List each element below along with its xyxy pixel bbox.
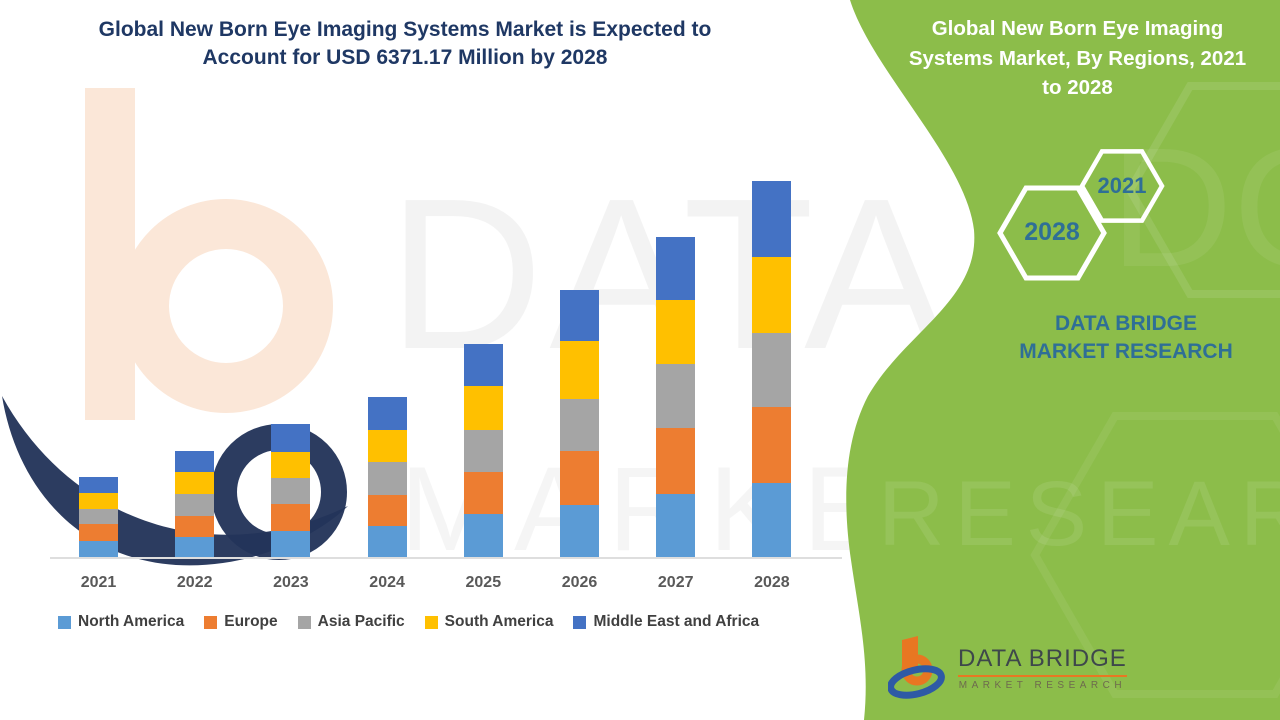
bar-segment-north-america-2024 [367,525,407,558]
bar-segment-south-america-2021 [79,492,118,509]
bar-segment-south-america-2024 [367,429,407,463]
bar-segment-middle-east-and-africa-2028 [752,181,792,257]
x-axis-label-2023: 2023 [273,574,309,591]
side-panel-title: Global New Born Eye Imaging Systems Mark… [908,17,1247,100]
legend-swatch-middle-east-and-africa-icon [573,615,587,629]
bar-segment-asia-pacific-2028 [752,332,792,408]
bar-segment-asia-pacific-2027 [656,363,696,428]
bar-segment-north-america-2023 [271,530,311,558]
bar-segment-middle-east-and-africa-2027 [656,236,696,300]
bar-segment-europe-2021 [79,524,118,542]
legend-swatch-north-america-icon [58,615,71,629]
footer-logo-subtitle: MARKET RESEARCH [958,680,1127,691]
bar-segment-south-america-2027 [656,299,696,364]
legend-item-europe: Europe [204,613,278,631]
bar-segment-north-america-2027 [656,493,696,558]
bar-segment-north-america-2028 [752,482,792,558]
bar-segment-europe-2027 [656,427,696,494]
watermark-text-green-top: DGE [1110,113,1280,303]
bar-segment-north-america-2022 [175,537,215,558]
bar-segment-south-america-2028 [752,256,792,333]
x-axis-label-2026: 2026 [561,574,598,591]
bar-segment-europe-2022 [175,515,215,538]
bar-segment-asia-pacific-2024 [367,462,407,495]
hexagon-2028-label: 2028 [1024,218,1080,246]
x-axis-line [50,557,842,559]
chart-headline: Global New Born Eye Imaging Systems Mark… [98,18,712,69]
legend-label: Middle East and Africa [593,613,760,630]
brand-wordmark: DATA BRIDGE MARKET RESEARCH [1019,312,1233,364]
bar-segment-south-america-2022 [175,471,215,494]
hexagon-2021-label: 2021 [1097,173,1147,198]
watermark-b-stem [85,88,135,420]
legend-item-middle-east-and-africa: Middle East and Africa [573,613,759,631]
bar-segment-middle-east-and-africa-2021 [79,476,118,493]
bar-segment-north-america-2025 [463,513,503,558]
bar-segment-middle-east-and-africa-2025 [463,343,503,386]
bar-segment-middle-east-and-africa-2022 [175,450,215,472]
x-axis-label-2022: 2022 [176,574,213,591]
bar-segment-europe-2025 [463,471,503,514]
x-axis-label-2028: 2028 [754,574,790,591]
faint-hexagon-icon [1125,82,1280,298]
x-axis-label-2025: 2025 [465,574,502,591]
bar-segment-asia-pacific-2026 [560,398,599,451]
hexagon-2028-icon [997,185,1107,281]
x-axis-label-2021: 2021 [80,574,117,591]
footer-logo: DATA BRIDGE MARKET RESEARCH [888,634,1127,702]
bar-segment-south-america-2025 [463,385,503,430]
bar-segment-asia-pacific-2023 [271,478,311,505]
hexagon-2021-icon [1079,149,1165,223]
legend-label: Europe [224,613,278,630]
legend-label: South America [444,613,554,630]
watermark-b-bowl [119,199,333,413]
legend: North America Europe Asia Pacific South Ame… [58,613,759,631]
bar-segment-asia-pacific-2022 [175,493,215,516]
bar-segment-middle-east-and-africa-2023 [271,424,311,452]
footer-logo-text: DATA BRIDGE MARKET RESEARCH [958,645,1127,691]
legend-swatch-south-america-icon [424,615,438,629]
bar-segment-south-america-2026 [560,341,599,399]
legend-label: North America [78,613,185,630]
legend-label: Asia Pacific [317,613,405,630]
data-bridge-b-icon [888,636,945,699]
bar-segment-asia-pacific-2025 [463,429,503,472]
legend-item-south-america: South America [424,613,554,631]
footer-logo-name: DATA BRIDGE [958,645,1127,677]
bar-segment-south-america-2023 [271,451,311,479]
legend-swatch-europe-icon [204,615,218,629]
bar-segment-middle-east-and-africa-2024 [367,397,407,430]
bar-segment-europe-2026 [560,450,599,505]
legend-item-asia-pacific: Asia Pacific [297,613,405,631]
x-axis-label-2024: 2024 [369,574,405,591]
bar-segment-europe-2028 [752,407,792,483]
bar-segment-north-america-2026 [560,504,599,558]
bar-segment-middle-east-and-africa-2026 [560,289,599,342]
bar-segment-asia-pacific-2021 [79,508,118,525]
faint-hexagon-icon [1030,412,1280,698]
bar-segment-europe-2024 [367,494,407,526]
bar-segment-europe-2023 [271,504,311,531]
x-axis-label-2027: 2027 [657,574,694,591]
green-panel-shape [846,0,1280,720]
watermark-text-green-mid: RESEARCH [878,463,1280,565]
legend-swatch-asia-pacific-icon [297,615,311,629]
legend-item-north-america: North America [58,613,184,631]
bar-segment-north-america-2021 [79,541,118,558]
